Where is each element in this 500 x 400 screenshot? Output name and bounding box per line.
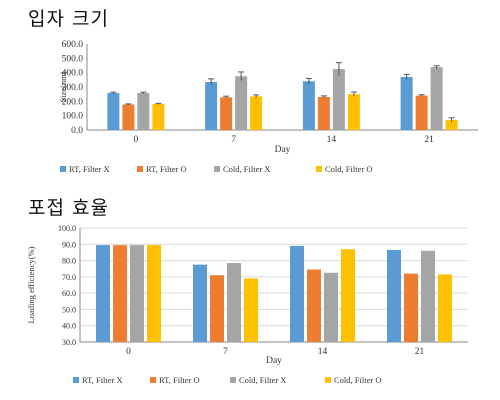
particle-size-heading: 입자 크기	[28, 8, 109, 30]
bar	[430, 67, 443, 130]
legend-swatch	[73, 377, 79, 383]
x-tick-label: 0	[134, 135, 139, 145]
legend-swatch	[325, 377, 331, 383]
bar	[250, 96, 263, 130]
chart-1: 0.0 100.0 200.0 300.0 400.0 500.0 600.0 0 7 14 21 D…	[58, 40, 478, 174]
x-tick-label: 14	[318, 347, 328, 357]
y-tick-label: 400.0	[62, 69, 84, 79]
y-tick-label: 30.0	[62, 338, 76, 347]
bar	[307, 269, 321, 342]
legend-swatch	[316, 166, 322, 172]
bar	[137, 93, 150, 130]
bar	[235, 76, 248, 130]
bar	[244, 278, 258, 342]
x-tick-label: 7	[223, 347, 228, 357]
bar	[317, 97, 330, 130]
bar	[415, 95, 428, 130]
bar	[438, 274, 452, 342]
y-tick-label: 500.0	[62, 54, 84, 64]
legend-label: Cold, Filter O	[325, 164, 372, 174]
bar	[400, 76, 413, 130]
y-tick-label: 600.0	[62, 40, 84, 50]
bar	[290, 245, 304, 342]
bar	[387, 249, 401, 342]
legend-label: RT, Filter X	[69, 164, 110, 174]
bar	[324, 272, 338, 342]
bar	[302, 81, 315, 130]
bar	[421, 250, 435, 342]
x-tick-label: 14	[327, 135, 337, 145]
x-tick-label: 21	[415, 347, 425, 357]
y-tick-label: 80.0	[62, 257, 76, 266]
y-tick-label: 0.0	[71, 126, 83, 136]
loading-efficiency-heading: 포접 효율	[28, 197, 109, 219]
bar	[210, 275, 224, 342]
legend-swatch	[214, 166, 220, 172]
x-tick-label: 21	[424, 135, 434, 145]
legend-label: Cold, Filter X	[239, 375, 286, 385]
y-tick-label: 100.0	[58, 224, 76, 233]
y-axis-title: Size(nm)	[58, 71, 68, 102]
x-axis-title: Day	[266, 356, 282, 366]
y-tick-label: 90.0	[62, 240, 76, 249]
legend-label: Cold, Filter O	[334, 375, 381, 385]
bar	[96, 245, 110, 342]
legend-swatch	[150, 377, 156, 383]
bar	[404, 273, 418, 342]
bar	[445, 119, 458, 130]
x-tick-label: 0	[126, 347, 131, 357]
y-tick-label: 70.0	[62, 273, 76, 282]
y-tick-label: 40.0	[62, 322, 76, 331]
y-tick-label: 300.0	[62, 83, 84, 93]
bar	[193, 264, 207, 342]
legend-label: RT, Filter O	[146, 164, 187, 174]
bar	[152, 103, 165, 130]
x-tick-label: 7	[231, 135, 236, 145]
y-tick-label: 100.0	[62, 112, 84, 122]
bar	[113, 245, 127, 342]
legend-swatch	[137, 166, 143, 172]
bar	[147, 245, 161, 342]
legend-label: Cold, Filter X	[223, 164, 270, 174]
y-tick-label: 50.0	[62, 305, 76, 314]
legend-swatch	[230, 377, 236, 383]
bar	[347, 94, 360, 130]
bar	[107, 93, 120, 130]
bar	[130, 245, 144, 342]
bar	[332, 69, 345, 130]
bar	[341, 249, 355, 342]
bar	[227, 263, 241, 342]
legend-swatch	[60, 166, 66, 172]
y-axis-title: Loading efficiency(%)	[26, 246, 36, 323]
bar	[205, 81, 218, 130]
bar	[220, 97, 233, 130]
y-tick-label: 200.0	[62, 97, 84, 107]
legend-label: RT, Filter O	[159, 375, 200, 385]
y-tick-label: 60.0	[62, 289, 76, 298]
x-axis-title: Day	[275, 145, 291, 155]
legend-label: RT, Filter X	[82, 375, 123, 385]
chart-2: 30.0 40.0 50.0 60.0 70.0 80.0 90.0 100.0 0 7 14 21 D…	[26, 224, 468, 385]
bar	[122, 104, 135, 130]
